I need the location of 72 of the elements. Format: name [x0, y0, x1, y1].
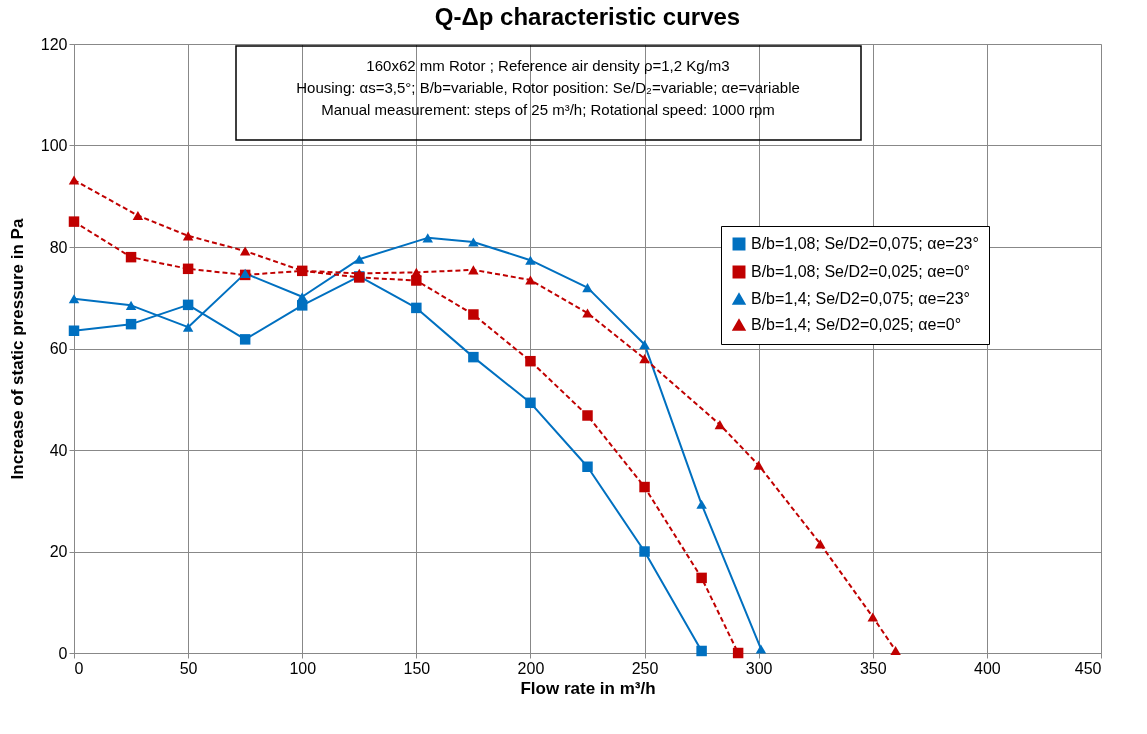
point: [639, 339, 650, 349]
annotation: 160x62 mm Rotor ; Reference air density ρ=1,2 Kg/m3: [366, 57, 730, 74]
legend-label: B/b=1,4; Se/D2=0,075; αe=23°: [751, 290, 970, 307]
point: [696, 499, 707, 509]
x-tick-label: 300: [745, 659, 773, 677]
point: [755, 644, 767, 654]
point: [354, 254, 365, 264]
y-tick-label: 80: [49, 238, 68, 256]
point: [753, 460, 764, 470]
point: [582, 410, 593, 421]
legend-label: B/b=1,08; Se/D2=0,025; αe=0°: [751, 263, 970, 280]
point: [182, 322, 194, 332]
point: [296, 292, 308, 302]
point: [239, 246, 251, 256]
point: [68, 325, 80, 336]
point: [468, 309, 479, 320]
point: [867, 612, 879, 622]
point: [639, 546, 650, 557]
x-tick-label: 200: [517, 659, 545, 677]
x-tick-label: 150: [403, 659, 431, 677]
point: [411, 267, 422, 277]
point: [468, 351, 479, 363]
y-tick-label: 20: [49, 543, 68, 560]
point: [411, 302, 422, 314]
point: [422, 233, 433, 243]
y-tick-label: 60: [49, 340, 68, 357]
y-tick-label: 120: [40, 35, 68, 53]
y-tick-label: 0: [58, 644, 68, 662]
point: [732, 647, 744, 659]
point: [525, 355, 536, 367]
point: [132, 210, 144, 221]
point: [468, 265, 479, 275]
point: [582, 283, 593, 293]
point: [296, 300, 308, 311]
point: [182, 263, 194, 275]
x-tick-label: 0: [74, 659, 84, 677]
point: [125, 300, 137, 310]
x-tick-label: 400: [974, 659, 1001, 677]
point: [68, 294, 80, 304]
point: [525, 397, 536, 409]
x-tick-label: 50: [179, 659, 198, 677]
point: [182, 299, 194, 311]
point: [182, 231, 194, 241]
annotation: Manual measurement: steps of 25 m³/h; Rotational speed: 1000 rpm: [321, 101, 775, 118]
point: [714, 420, 726, 430]
annotation: Housing: αs=3,5°; B/b=variable, Rotor position: Se/D₂=variable; αe=variable: [296, 79, 800, 96]
point: [639, 481, 650, 493]
point: [582, 308, 593, 318]
point: [815, 539, 826, 549]
point: [696, 645, 707, 657]
legend-label: B/b=1,4; Se/D2=0,025; αe=0°: [751, 316, 962, 333]
point: [68, 216, 80, 227]
legend-label: B/b=1,08; Se/D2=0,075; αe=23°: [751, 235, 979, 252]
x-tick-label: 100: [289, 659, 317, 677]
point: [68, 175, 80, 185]
point: [525, 275, 536, 285]
x-axis-title: Flow rate in m³/h: [520, 678, 656, 698]
point: [239, 334, 251, 345]
point: [582, 461, 593, 472]
x-tick-label: 350: [859, 659, 887, 677]
y-tick-label: 40: [49, 441, 68, 459]
x-tick-label: 250: [631, 659, 659, 677]
point: [125, 318, 137, 330]
point: [639, 354, 650, 364]
y-tick-label: 100: [40, 137, 68, 154]
x-tick-label: 450: [1074, 659, 1102, 677]
point: [125, 251, 137, 263]
chart-title: Q-Δp characteristic curves: [434, 3, 741, 30]
point: [525, 255, 536, 265]
point: [696, 572, 707, 584]
point: [890, 645, 901, 655]
y-axis-title: Increase of static pressure in Pa: [7, 218, 27, 480]
